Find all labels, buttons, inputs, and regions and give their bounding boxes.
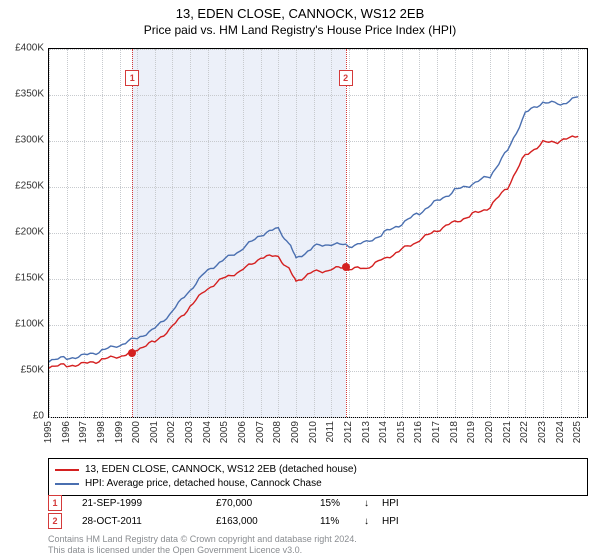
x-tick-label: 2020 bbox=[484, 421, 495, 443]
attribution-line1: Contains HM Land Registry data © Crown c… bbox=[48, 534, 357, 544]
x-tick-label: 2021 bbox=[502, 421, 513, 443]
chart-title: 13, EDEN CLOSE, CANNOCK, WS12 2EB bbox=[0, 6, 600, 21]
event-pct: 11% bbox=[320, 516, 360, 527]
x-tick-label: 2023 bbox=[537, 421, 548, 443]
y-tick-label: £200K bbox=[4, 227, 44, 238]
event-hpi-label: HPI bbox=[382, 516, 422, 527]
price-marker bbox=[342, 263, 350, 271]
legend-swatch bbox=[55, 469, 79, 471]
x-tick-label: 2024 bbox=[555, 421, 566, 443]
x-tick-label: 1995 bbox=[43, 421, 54, 443]
event-price: £70,000 bbox=[216, 498, 316, 509]
legend-row: HPI: Average price, detached house, Cann… bbox=[55, 477, 581, 491]
event-pct: 15% bbox=[320, 498, 360, 509]
x-tick-label: 1999 bbox=[114, 421, 125, 443]
x-tick-label: 2017 bbox=[431, 421, 442, 443]
y-tick-label: £100K bbox=[4, 319, 44, 330]
series-price_paid bbox=[49, 136, 578, 368]
x-tick-label: 2013 bbox=[361, 421, 372, 443]
legend-row: 13, EDEN CLOSE, CANNOCK, WS12 2EB (detac… bbox=[55, 463, 581, 477]
event-row: 2 28-OCT-2011 £163,000 11% ↓ HPI bbox=[48, 512, 588, 530]
y-tick-label: £250K bbox=[4, 181, 44, 192]
legend-swatch bbox=[55, 483, 79, 485]
x-tick-label: 1996 bbox=[61, 421, 72, 443]
x-tick-label: 2019 bbox=[466, 421, 477, 443]
x-tick-label: 2012 bbox=[343, 421, 354, 443]
events-table: 1 21-SEP-1999 £70,000 15% ↓ HPI 2 28-OCT-2011 £1… bbox=[48, 494, 588, 530]
event-badge: 1 bbox=[48, 495, 62, 511]
x-tick-label: 1997 bbox=[78, 421, 89, 443]
x-tick-label: 2016 bbox=[413, 421, 424, 443]
event-hpi-label: HPI bbox=[382, 498, 422, 509]
y-tick-label: £50K bbox=[4, 365, 44, 376]
down-arrow-icon: ↓ bbox=[364, 516, 378, 527]
event-date: 21-SEP-1999 bbox=[66, 498, 212, 509]
attribution: Contains HM Land Registry data © Crown c… bbox=[48, 534, 588, 556]
x-tick-label: 2011 bbox=[325, 421, 336, 443]
chart-subtitle: Price paid vs. HM Land Registry's House … bbox=[0, 23, 600, 37]
x-tick-label: 2005 bbox=[219, 421, 230, 443]
x-tick-label: 2003 bbox=[184, 421, 195, 443]
x-tick-label: 2015 bbox=[396, 421, 407, 443]
price-marker bbox=[128, 349, 136, 357]
y-tick-label: £150K bbox=[4, 273, 44, 284]
x-tick-label: 2004 bbox=[202, 421, 213, 443]
legend-label: 13, EDEN CLOSE, CANNOCK, WS12 2EB (detac… bbox=[85, 463, 357, 477]
event-price: £163,000 bbox=[216, 516, 316, 527]
x-tick-label: 2008 bbox=[272, 421, 283, 443]
x-tick-label: 2014 bbox=[378, 421, 389, 443]
event-row: 1 21-SEP-1999 £70,000 15% ↓ HPI bbox=[48, 494, 588, 512]
y-tick-label: £400K bbox=[4, 43, 44, 54]
x-tick-label: 2000 bbox=[131, 421, 142, 443]
event-badge: 2 bbox=[339, 70, 353, 86]
chart-legend: 13, EDEN CLOSE, CANNOCK, WS12 2EB (detac… bbox=[48, 458, 588, 496]
x-tick-label: 2001 bbox=[149, 421, 160, 443]
x-tick-label: 2018 bbox=[449, 421, 460, 443]
y-tick-label: £350K bbox=[4, 89, 44, 100]
chart-lines bbox=[49, 49, 587, 417]
x-tick-label: 2010 bbox=[308, 421, 319, 443]
x-tick-label: 2009 bbox=[290, 421, 301, 443]
x-tick-label: 2022 bbox=[519, 421, 530, 443]
series-hpi bbox=[49, 97, 578, 362]
attribution-line2: This data is licensed under the Open Gov… bbox=[48, 545, 302, 555]
event-date: 28-OCT-2011 bbox=[66, 516, 212, 527]
x-tick-label: 2002 bbox=[166, 421, 177, 443]
chart-plot-area: 12 bbox=[48, 48, 588, 418]
y-tick-label: £0 bbox=[4, 411, 44, 422]
event-badge: 1 bbox=[125, 70, 139, 86]
y-tick-label: £300K bbox=[4, 135, 44, 146]
x-tick-label: 2006 bbox=[237, 421, 248, 443]
legend-label: HPI: Average price, detached house, Cann… bbox=[85, 477, 322, 491]
x-tick-label: 1998 bbox=[96, 421, 107, 443]
x-tick-label: 2025 bbox=[572, 421, 583, 443]
event-badge: 2 bbox=[48, 513, 62, 529]
down-arrow-icon: ↓ bbox=[364, 498, 378, 509]
x-tick-label: 2007 bbox=[255, 421, 266, 443]
